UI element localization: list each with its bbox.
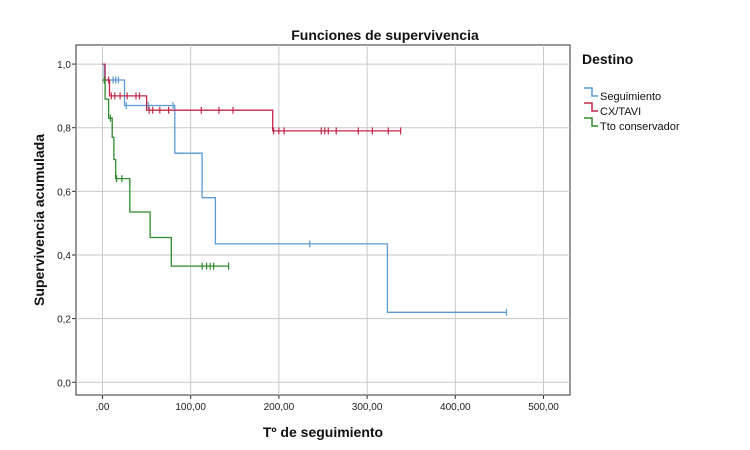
survival-curve-2: [102, 63, 401, 132]
legend-item-1: Seguimiento: [584, 87, 661, 103]
x-axis-ticks: ,00 100,00 200,00 300,00 400,00 500,00: [96, 395, 559, 413]
y-tick-label: 0,8: [57, 124, 71, 135]
y-axis-ticks: 0,0 0,2 0,4 0,6 0,8 1,0: [57, 60, 76, 389]
y-tick-label: 1,0: [57, 60, 71, 71]
legend-item-3: Tto conservador: [584, 117, 680, 133]
y-tick-label: 0,6: [57, 187, 71, 198]
legend: Destino Seguimiento CX/TAVI Tto conservado…: [582, 51, 680, 133]
legend-title: Destino: [582, 51, 633, 67]
grid-lines: [76, 45, 570, 395]
x-tick-label: ,00: [96, 402, 110, 413]
x-tick-label: 400,00: [440, 402, 471, 413]
legend-swatch: [584, 102, 598, 112]
y-tick-label: 0,4: [57, 251, 71, 262]
series-3: [102, 76, 230, 270]
series-2: [102, 63, 402, 135]
y-tick-label: 0,2: [57, 315, 71, 326]
legend-item-2: CX/TAVI: [584, 102, 641, 118]
legend-label: Tto conservador: [600, 121, 680, 133]
y-tick-label: 0,0: [57, 378, 71, 389]
plot-area: [75, 44, 571, 396]
chart-title: Funciones de supervivencia: [291, 27, 479, 43]
x-tick-label: 200,00: [264, 402, 295, 413]
x-tick-label: 100,00: [175, 402, 206, 413]
y-axis-label: Supervivencia acumulada: [31, 134, 47, 306]
x-tick-label: 500,00: [528, 402, 559, 413]
legend-swatch: [584, 87, 598, 97]
x-axis-label: Tº de seguimiento: [263, 424, 383, 440]
x-tick-label: 300,00: [352, 402, 383, 413]
legend-label: Seguimiento: [600, 91, 661, 103]
legend-swatch: [584, 117, 598, 127]
survival-curve-3: [102, 79, 229, 267]
legend-label: CX/TAVI: [600, 106, 641, 118]
survival-curves: [102, 63, 508, 316]
